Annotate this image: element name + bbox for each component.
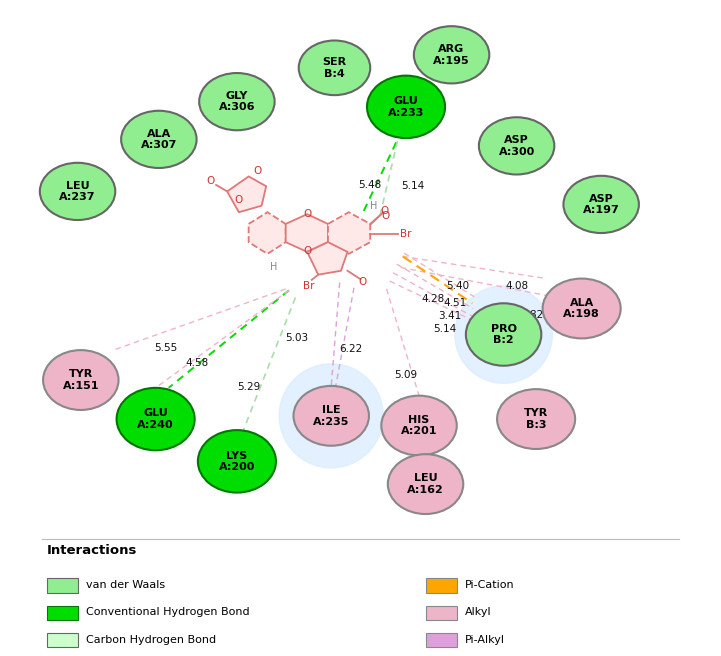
Ellipse shape <box>198 430 276 493</box>
Text: 5.48: 5.48 <box>358 180 382 190</box>
Text: van der Waals: van der Waals <box>86 580 165 590</box>
Ellipse shape <box>414 26 490 83</box>
Text: O: O <box>207 176 215 186</box>
Polygon shape <box>328 213 371 254</box>
Text: 5.55: 5.55 <box>154 342 177 352</box>
Text: 6.22: 6.22 <box>339 344 363 354</box>
Polygon shape <box>307 242 348 275</box>
Ellipse shape <box>40 163 115 220</box>
Text: ARG
A:195: ARG A:195 <box>433 44 470 66</box>
Text: TYR
A:151: TYR A:151 <box>63 369 99 391</box>
Polygon shape <box>249 213 286 254</box>
FancyBboxPatch shape <box>425 605 457 620</box>
Text: Carbon Hydrogen Bond: Carbon Hydrogen Bond <box>86 634 216 645</box>
Text: 4.58: 4.58 <box>185 358 208 368</box>
Text: 5.03: 5.03 <box>286 333 309 342</box>
Ellipse shape <box>199 73 275 131</box>
Text: O: O <box>381 211 389 221</box>
Ellipse shape <box>563 176 639 233</box>
Circle shape <box>279 364 384 468</box>
Circle shape <box>455 286 552 383</box>
Text: 4.82: 4.82 <box>520 310 543 320</box>
Text: 5.14: 5.14 <box>433 324 456 335</box>
Text: TYR
B:3: TYR B:3 <box>524 408 548 430</box>
Text: 3.41: 3.41 <box>438 312 461 321</box>
FancyBboxPatch shape <box>47 633 78 647</box>
Text: LEU
A:237: LEU A:237 <box>59 180 96 202</box>
Ellipse shape <box>43 350 118 410</box>
FancyBboxPatch shape <box>425 579 457 593</box>
Text: O: O <box>381 206 389 216</box>
Text: 5.40: 5.40 <box>446 281 469 291</box>
Text: Alkyl: Alkyl <box>464 607 491 617</box>
Text: Br: Br <box>303 281 314 291</box>
Text: O: O <box>303 246 311 256</box>
Ellipse shape <box>293 386 369 445</box>
Text: O: O <box>303 209 311 218</box>
FancyBboxPatch shape <box>47 605 78 620</box>
Ellipse shape <box>367 75 445 138</box>
Text: SER
B:4: SER B:4 <box>322 57 347 79</box>
Text: 4.08: 4.08 <box>505 281 528 291</box>
Text: HIS
A:201: HIS A:201 <box>401 415 438 436</box>
Text: 4.28: 4.28 <box>422 294 445 304</box>
Text: LYS
A:200: LYS A:200 <box>218 451 255 472</box>
Ellipse shape <box>117 388 195 450</box>
Ellipse shape <box>388 454 464 514</box>
Polygon shape <box>227 176 266 213</box>
Text: Pi-Cation: Pi-Cation <box>464 580 514 590</box>
Ellipse shape <box>497 389 575 449</box>
Text: LEU
A:162: LEU A:162 <box>407 474 444 495</box>
Polygon shape <box>286 214 328 252</box>
Ellipse shape <box>121 111 197 168</box>
FancyBboxPatch shape <box>47 579 78 593</box>
Text: 5.14: 5.14 <box>401 181 424 191</box>
Text: H: H <box>270 262 278 272</box>
Text: ALA
A:198: ALA A:198 <box>563 298 600 319</box>
Text: ASP
A:197: ASP A:197 <box>583 194 619 215</box>
Text: 5.09: 5.09 <box>394 370 417 380</box>
Text: O: O <box>358 277 366 287</box>
FancyBboxPatch shape <box>425 633 457 647</box>
Text: ASP
A:300: ASP A:300 <box>498 135 535 157</box>
Text: ILE
A:235: ILE A:235 <box>313 405 350 426</box>
Text: O: O <box>253 166 261 176</box>
Text: GLU
A:233: GLU A:233 <box>388 96 424 117</box>
Text: 5.29: 5.29 <box>237 382 260 392</box>
Text: Pi-Alkyl: Pi-Alkyl <box>464 634 505 645</box>
Text: Conventional Hydrogen Bond: Conventional Hydrogen Bond <box>86 607 249 617</box>
Text: O: O <box>235 195 243 205</box>
Text: GLU
A:240: GLU A:240 <box>137 408 174 430</box>
Ellipse shape <box>381 396 457 455</box>
Text: GLY
A:306: GLY A:306 <box>218 91 255 112</box>
Text: Interactions: Interactions <box>47 544 138 557</box>
Ellipse shape <box>543 279 621 338</box>
Text: H: H <box>370 201 377 211</box>
Text: 4.51: 4.51 <box>443 298 466 308</box>
Text: ALA
A:307: ALA A:307 <box>141 129 177 150</box>
Ellipse shape <box>298 41 371 95</box>
Ellipse shape <box>479 117 554 174</box>
Text: PRO
B:2: PRO B:2 <box>490 323 517 345</box>
Ellipse shape <box>466 303 541 366</box>
Text: Br: Br <box>400 229 412 239</box>
